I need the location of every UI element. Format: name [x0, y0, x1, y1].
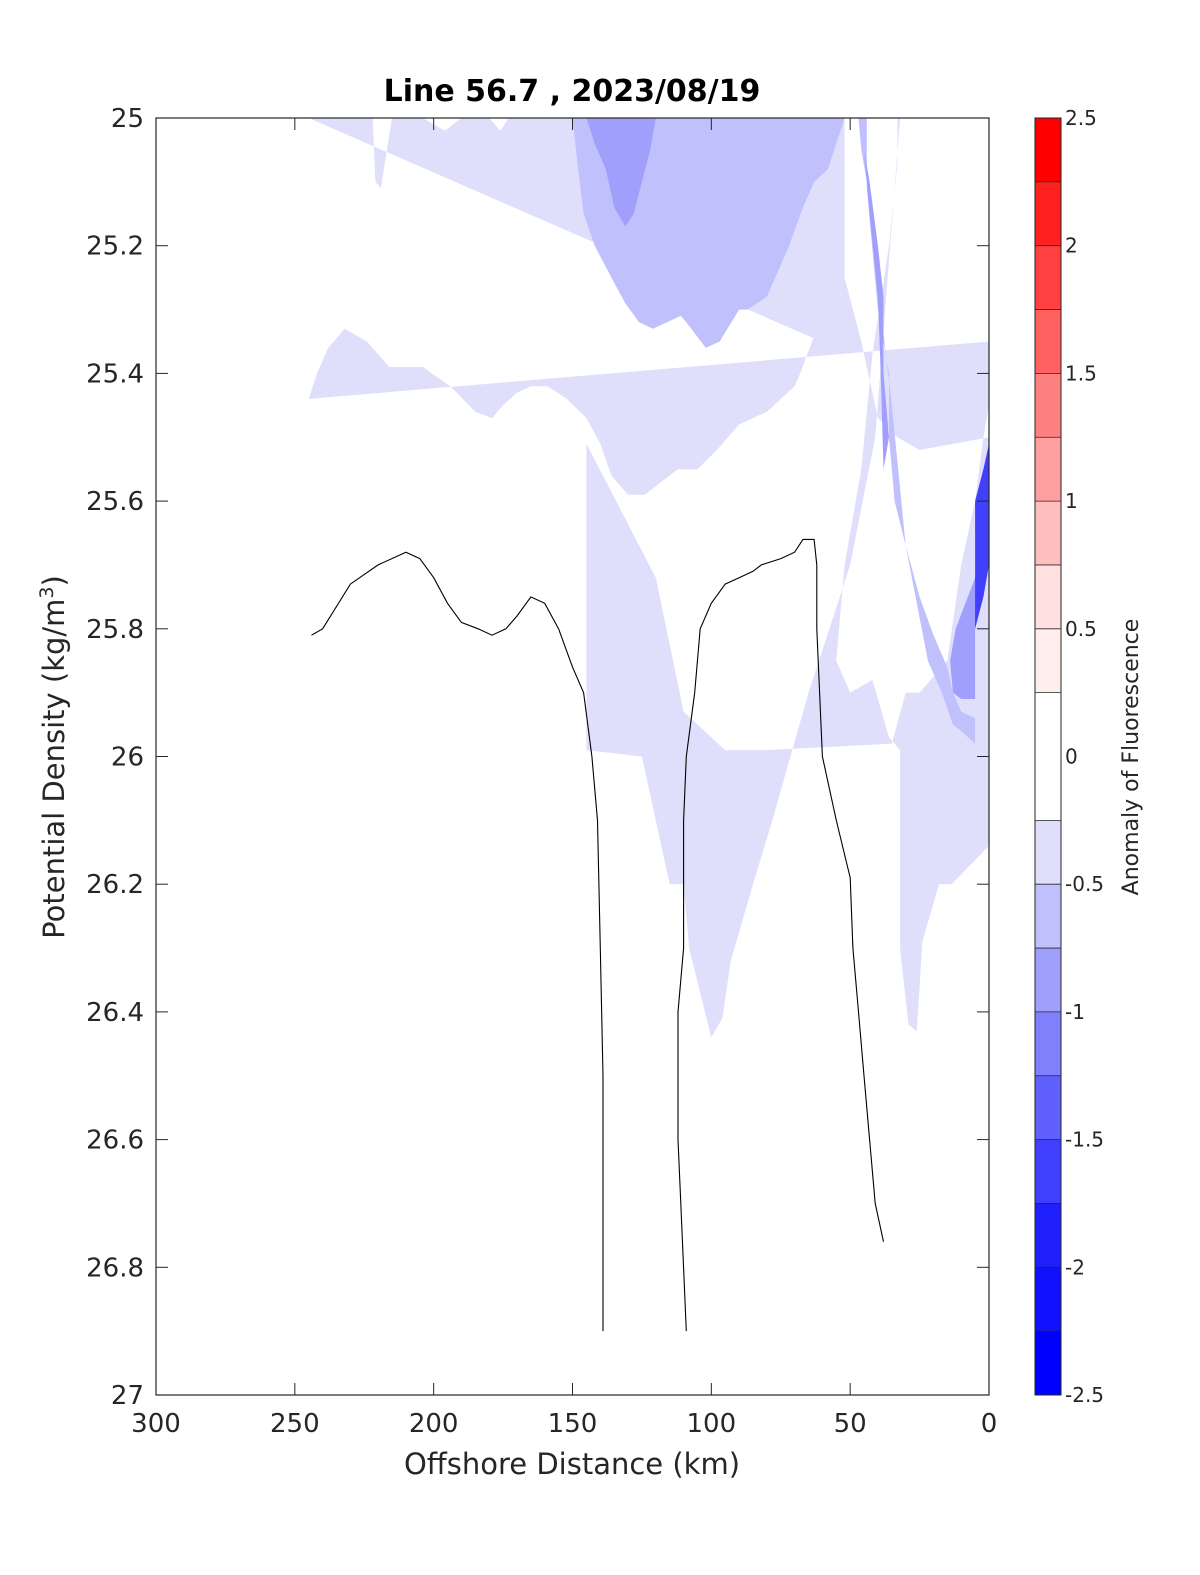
x-tick-label: 100 [687, 1409, 737, 1439]
y-axis-label-superscript: 3 [36, 586, 58, 598]
y-tick-label: 25.2 [86, 232, 144, 262]
colorbar-label: Anomaly of Fluorescence [1119, 619, 1144, 896]
colorbar-swatch-5 [1035, 437, 1061, 502]
x-ticks: 300 250 200 150 100 50 0 [131, 118, 997, 1439]
colorbar-swatch-15 [1035, 1139, 1061, 1204]
colorbar-swatch-16 [1035, 1203, 1061, 1268]
colorbar-swatch-11 [1035, 884, 1061, 949]
y-tick-label: 26.6 [86, 1126, 144, 1156]
y-tick-label: 26.4 [86, 998, 144, 1028]
colorbar-tick-label: -2.5 [1065, 1383, 1104, 1407]
contour-line-0 [311, 551, 604, 1332]
colorbar-ticks: 2.5 2 1.5 1 0.5 0 -0.5 -1 -1.5 -2 -2.5 [1065, 106, 1104, 1407]
contour-region-2 [586, 118, 656, 227]
colorbar-swatch-18 [1035, 1331, 1061, 1396]
y-axis-label: Potential Density (kg/m3) [36, 575, 71, 939]
colorbar-swatch-10 [1035, 820, 1061, 885]
x-tick-label: 250 [270, 1409, 320, 1439]
colorbar-swatch-3 [1035, 309, 1061, 374]
y-tick-label: 26 [111, 743, 144, 773]
contour-region-6 [975, 443, 989, 629]
colorbar-swatch-14 [1035, 1075, 1061, 1141]
colorbar-swatch-12 [1035, 948, 1061, 1013]
colorbar-swatch-7 [1035, 564, 1061, 630]
plot-area: 300 250 200 150 100 50 0 2525.225.425.625.8262… [86, 104, 997, 1439]
colorbar-tick-label: 2 [1065, 234, 1078, 258]
contour-lines [311, 538, 885, 1332]
y-tick-label: 25.6 [86, 487, 144, 517]
x-tick-label: 50 [834, 1409, 867, 1439]
colorbar-swatch-13 [1035, 1011, 1061, 1077]
chart-title: Line 56.7 , 2023/08/19 [384, 74, 761, 109]
axes-background [156, 118, 989, 1395]
colorbar-tick-label: 0 [1065, 745, 1078, 769]
y-tick-label: 27 [111, 1381, 144, 1411]
colorbar-tick-label: 0.5 [1065, 617, 1097, 641]
colorbar-swatches [1035, 118, 1061, 1396]
y-axis-label-base: Potential Density (kg/m [37, 599, 71, 939]
x-tick-label: 150 [548, 1409, 598, 1439]
y-tick-label: 25 [111, 104, 144, 134]
x-tick-label: 300 [131, 1409, 181, 1439]
colorbar-tick-label: 1.5 [1065, 361, 1097, 385]
colorbar-tick-label: -1.5 [1065, 1128, 1104, 1152]
colorbar: 2.5 2 1.5 1 0.5 0 -0.5 -1 -1.5 -2 -2.5 Anomaly of … [1034, 106, 1144, 1407]
x-tick-label: 200 [409, 1409, 459, 1439]
colorbar-tick-label: -0.5 [1065, 872, 1104, 896]
colorbar-swatch-17 [1035, 1267, 1061, 1332]
colorbar-tick-label: -1 [1065, 1000, 1085, 1024]
colorbar-tick-label: 1 [1065, 489, 1078, 513]
colorbar-swatch-8 [1035, 628, 1061, 694]
contour-region-5 [950, 577, 984, 699]
colorbar-swatch-0 [1035, 118, 1061, 183]
colorbar-tick-label: -2 [1065, 1255, 1085, 1279]
colorbar-swatch-6 [1035, 501, 1061, 566]
colorbar-frame [1034, 117, 1062, 1396]
colorbar-tick-label: 2.5 [1065, 106, 1097, 130]
contour-line-1 [677, 538, 885, 1332]
x-axis-label: Offshore Distance (km) [404, 1447, 740, 1481]
x-tick-label: 0 [981, 1409, 998, 1439]
y-ticks: 25 25.2 25.4 25.6 25.8 26 26.2 26.4 26.6 26.8 27 [86, 104, 989, 1411]
y-tick-label: 25.8 [86, 615, 144, 645]
colorbar-swatch-9 [1035, 692, 1061, 821]
contour-region-4 [864, 149, 889, 470]
contour-region-0 [308, 118, 989, 1038]
filled-contour-regions [308, 118, 989, 1038]
colorbar-swatch-1 [1035, 181, 1061, 247]
y-tick-label: 26.8 [86, 1253, 144, 1283]
y-tick-label: 26.2 [86, 870, 144, 900]
y-tick-label: 25.4 [86, 359, 144, 389]
colorbar-swatch-4 [1035, 373, 1061, 438]
colorbar-swatch-2 [1035, 245, 1061, 311]
y-axis-label-close: ) [37, 575, 71, 586]
